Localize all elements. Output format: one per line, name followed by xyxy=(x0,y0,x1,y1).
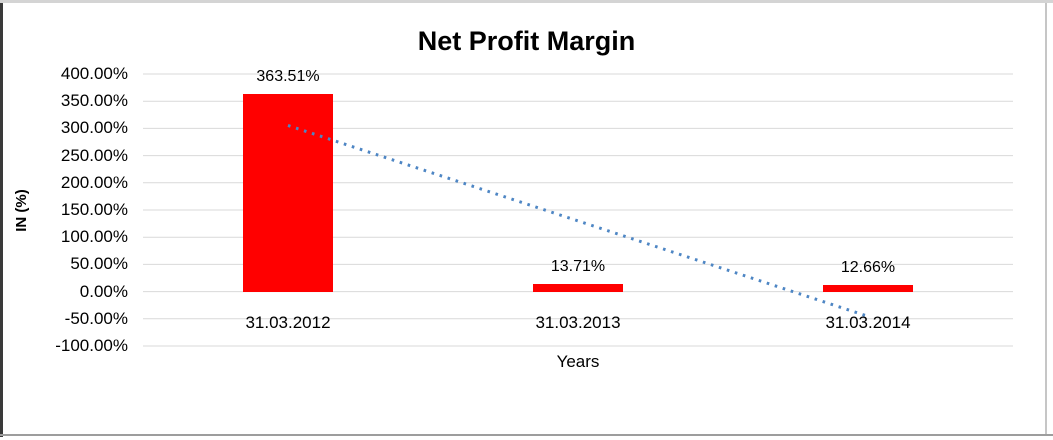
data-label: 12.66% xyxy=(840,258,896,276)
data-label: 363.51% xyxy=(256,67,320,85)
bar-31.03.2014 xyxy=(823,284,913,292)
x-axis-title: Years xyxy=(556,352,600,371)
y-tick-label: 400.00% xyxy=(60,64,128,83)
frame-border-top xyxy=(0,0,1053,3)
x-category-label: 31.03.2012 xyxy=(245,312,331,332)
y-tick-label: 350.00% xyxy=(60,91,128,111)
y-tick-label: -50.00% xyxy=(64,308,128,328)
frame-border-left xyxy=(0,0,3,437)
bar-31.03.2012 xyxy=(243,93,333,292)
y-tick-label: 100.00% xyxy=(60,227,128,247)
frame-border-right xyxy=(1045,3,1047,435)
y-tick-label: 150.00% xyxy=(60,200,128,219)
chart-title: Net Profit Margin xyxy=(417,26,636,56)
x-category-label: 31.03.2013 xyxy=(535,312,621,332)
y-tick-label: -100.00% xyxy=(55,336,128,355)
y-tick-label: 250.00% xyxy=(60,145,128,165)
x-category-label: 31.03.2014 xyxy=(825,312,911,332)
y-tick-label: 0.00% xyxy=(79,281,128,301)
data-label: 13.71% xyxy=(550,258,606,276)
y-tick-label: 300.00% xyxy=(60,118,128,138)
bar-31.03.2013 xyxy=(533,284,623,292)
y-tick-label: 200.00% xyxy=(60,172,128,192)
frame-border-bottom xyxy=(0,434,1053,436)
y-tick-label: 50.00% xyxy=(70,254,128,274)
